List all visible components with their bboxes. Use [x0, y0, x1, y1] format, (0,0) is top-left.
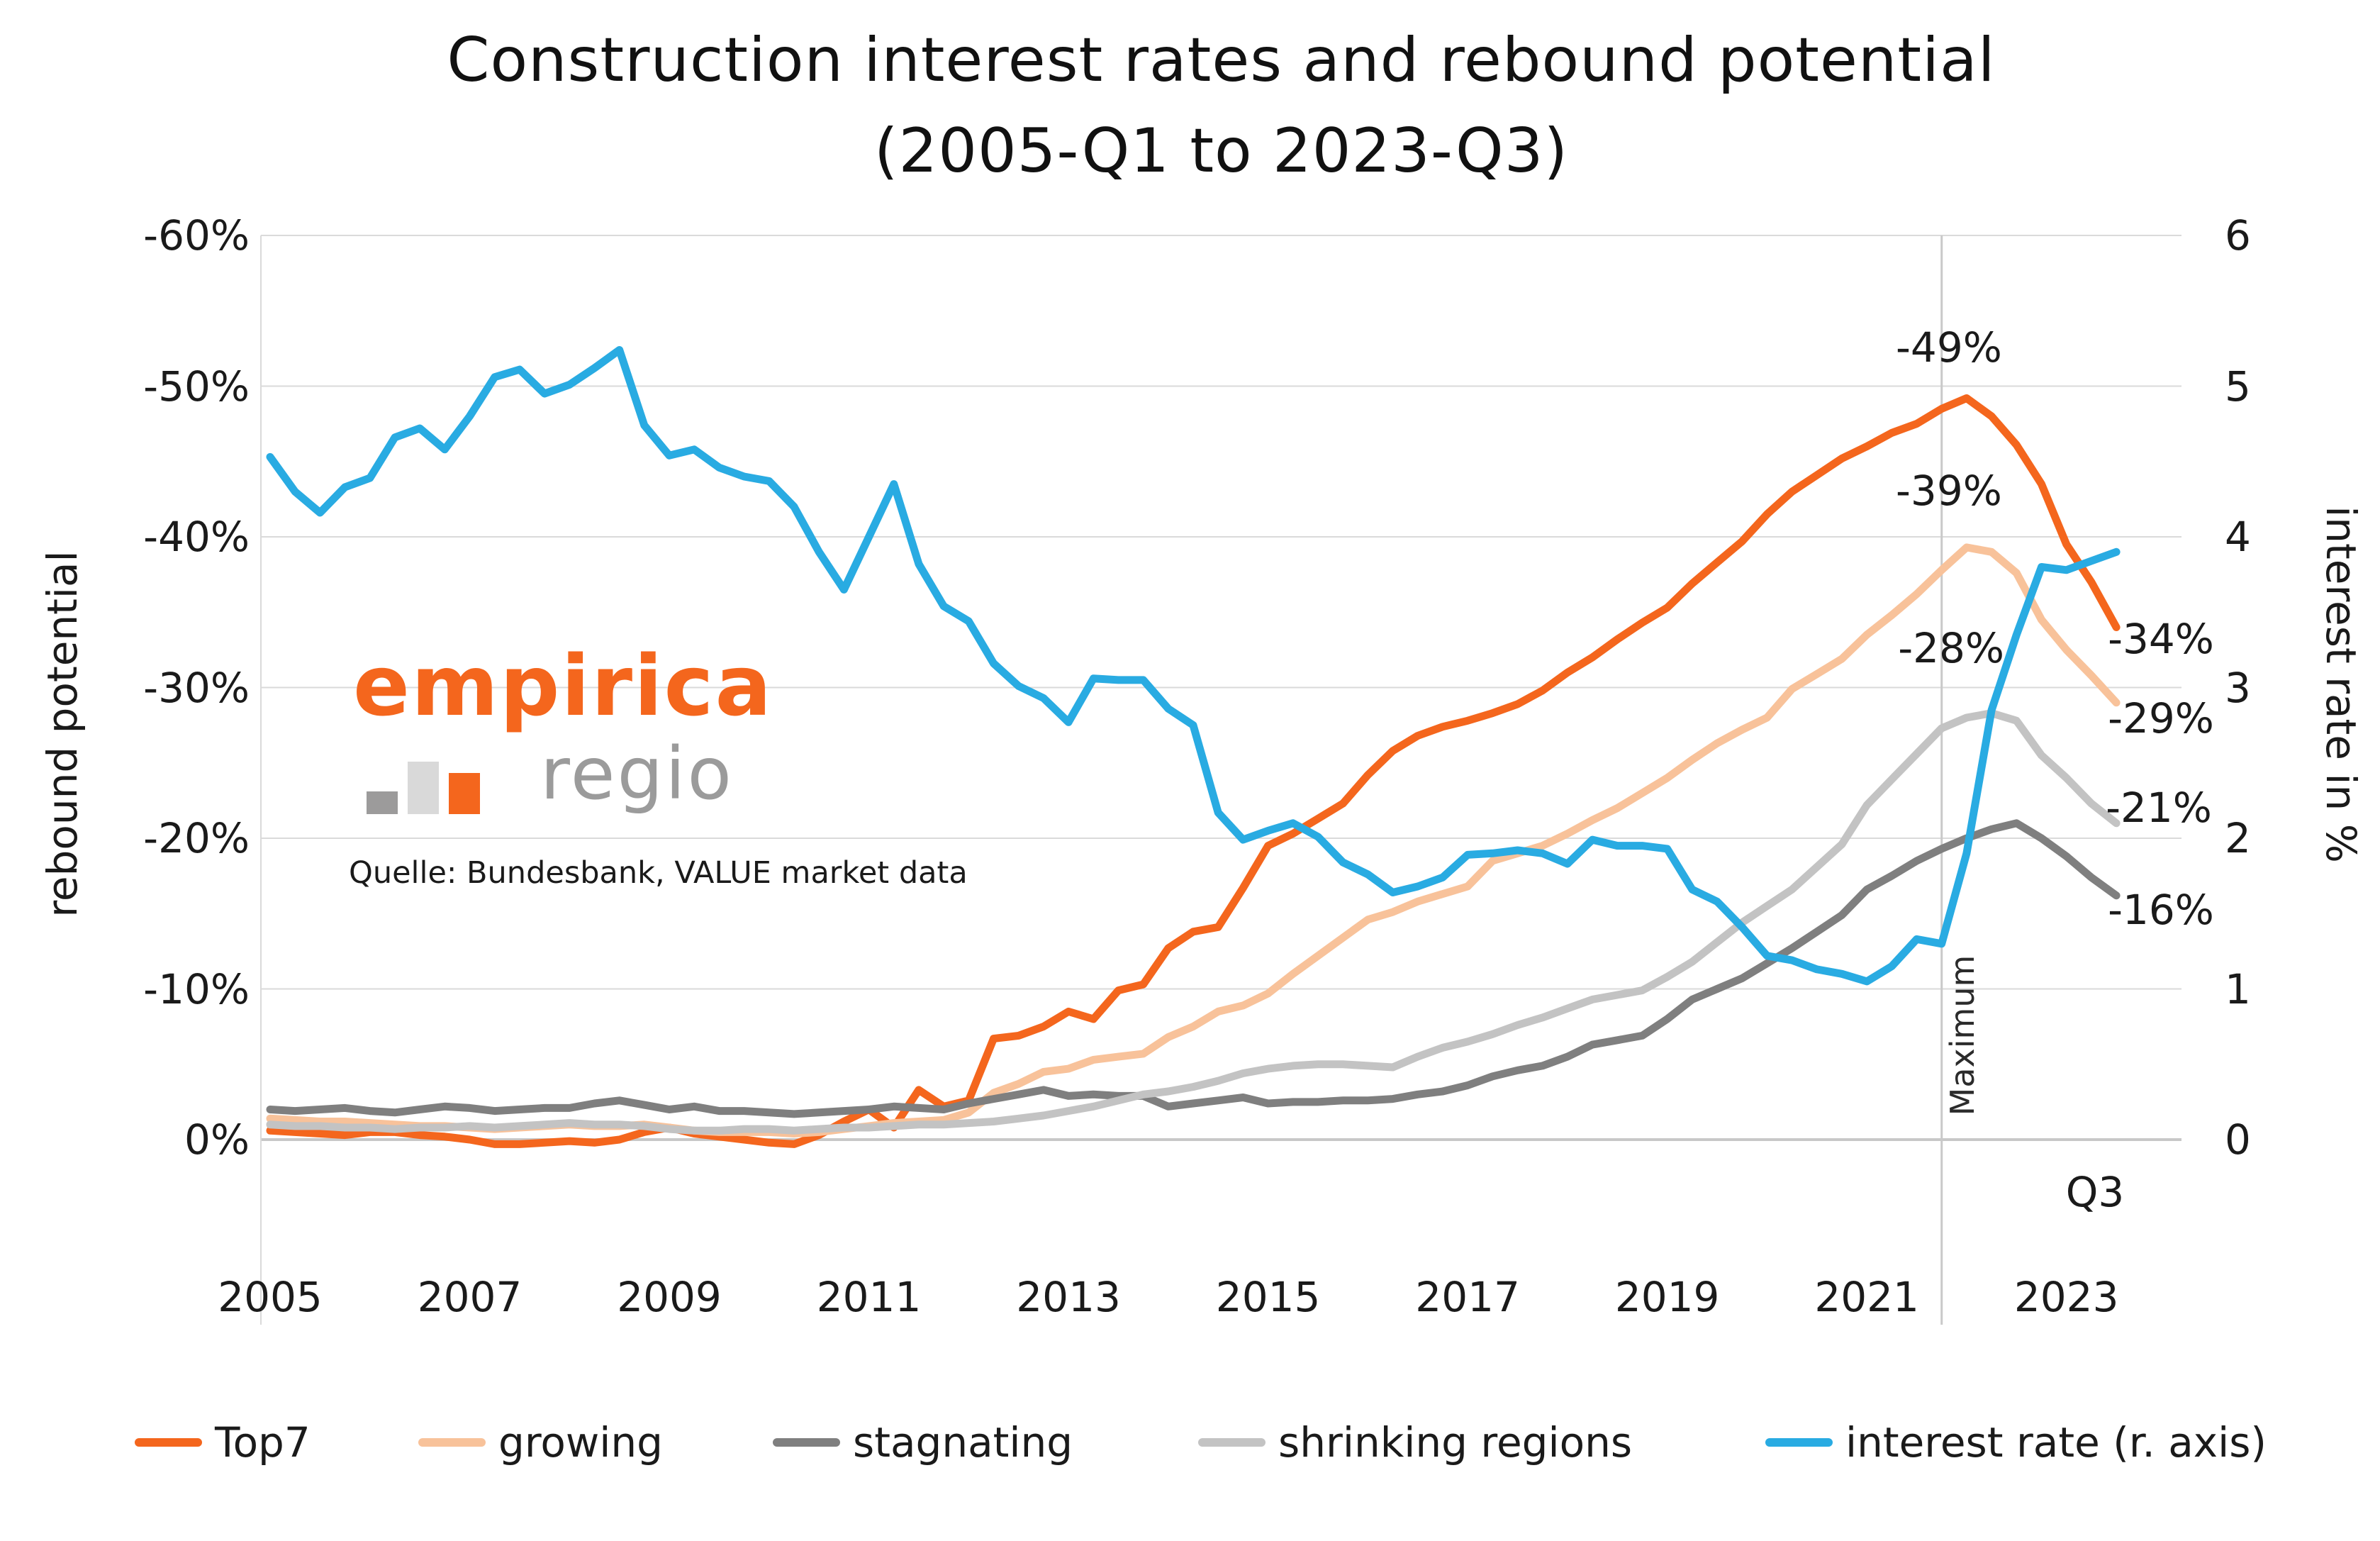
left-tick--60%: -60% — [143, 211, 250, 260]
chart-title-line1: Construction interest rates and rebound … — [447, 25, 1996, 96]
x-tick-2013: 2013 — [1016, 1273, 1121, 1321]
annotation-maximum: Maximum — [1943, 955, 1982, 1116]
legend-item-interest-rate-r-axis-: interest rate (r. axis) — [1765, 1418, 2267, 1467]
x-tick-2021: 2021 — [1814, 1273, 1919, 1321]
left-tick-0%: 0% — [184, 1116, 250, 1164]
right-tick-3: 3 — [2225, 663, 2251, 712]
right-tick-6: 6 — [2225, 211, 2251, 260]
legend-label: growing — [498, 1418, 663, 1467]
legend-item-stagnating: stagnating — [773, 1418, 1073, 1467]
legend-swatch-icon — [1765, 1438, 1833, 1447]
x-tick-2007: 2007 — [417, 1273, 523, 1321]
legend-label: Top7 — [215, 1418, 311, 1467]
logo-regio: regio — [540, 732, 734, 816]
annotation-growing-end: -29% — [2108, 694, 2214, 742]
right-tick-0: 0 — [2225, 1116, 2251, 1164]
x-tick-2015: 2015 — [1215, 1273, 1321, 1321]
annotation-stagnating-end: -16% — [2108, 885, 2214, 934]
left-axis-title: rebound potential — [38, 550, 86, 918]
annotation-x-end: Q3 — [2065, 1168, 2125, 1216]
series-line-interest-rate-r-axis- — [266, 346, 2121, 986]
left-tick--50%: -50% — [143, 362, 250, 411]
bar-chart-icon — [367, 762, 480, 814]
legend-label: stagnating — [853, 1418, 1073, 1467]
x-tick-2019: 2019 — [1614, 1273, 1720, 1321]
legend-item-growing: growing — [418, 1418, 663, 1467]
series-line-shrinking-regions — [266, 709, 2121, 1135]
annotation-shrinking-end: -21% — [2106, 783, 2212, 832]
left-tick--20%: -20% — [143, 814, 250, 862]
right-tick-1: 1 — [2225, 964, 2251, 1013]
left-tick--30%: -30% — [143, 663, 250, 712]
annotation-shrinking-peak: -28% — [1898, 623, 2005, 672]
logo-empirica: empirica — [353, 637, 773, 735]
x-tick-2023: 2023 — [2013, 1273, 2119, 1321]
right-tick-5: 5 — [2225, 362, 2251, 411]
x-tick-2011: 2011 — [816, 1273, 922, 1321]
annotation-growing-peak: -39% — [1895, 466, 2002, 515]
legend-swatch-icon — [418, 1438, 486, 1447]
legend-item-shrinking-regions: shrinking regions — [1198, 1418, 1632, 1467]
x-tick-2017: 2017 — [1415, 1273, 1520, 1321]
x-tick-2009: 2009 — [617, 1273, 722, 1321]
legend-swatch-icon — [135, 1438, 202, 1447]
right-tick-4: 4 — [2225, 513, 2251, 561]
legend-label: interest rate (r. axis) — [1845, 1418, 2267, 1467]
annotation-top7-end: -34% — [2108, 614, 2214, 663]
chart-title-line2: (2005-Q1 to 2023-Q3) — [873, 116, 1569, 187]
right-tick-2: 2 — [2225, 814, 2251, 862]
series-line-growing — [266, 543, 2121, 1137]
legend-swatch-icon — [1198, 1438, 1266, 1447]
legend-swatch-icon — [773, 1438, 840, 1447]
legend-label: shrinking regions — [1278, 1418, 1633, 1467]
left-tick--40%: -40% — [143, 513, 250, 561]
x-tick-2005: 2005 — [218, 1273, 323, 1321]
series-line-top7 — [266, 394, 2121, 1148]
source-note: Quelle: Bundesbank, VALUE market data — [349, 855, 968, 891]
annotation-top7-peak: -49% — [1895, 323, 2002, 372]
legend-item-top7: Top7 — [135, 1418, 311, 1467]
left-tick--10%: -10% — [143, 964, 250, 1013]
series-line-stagnating — [266, 819, 2121, 1118]
right-axis-title: interest rate in % — [2317, 506, 2365, 863]
